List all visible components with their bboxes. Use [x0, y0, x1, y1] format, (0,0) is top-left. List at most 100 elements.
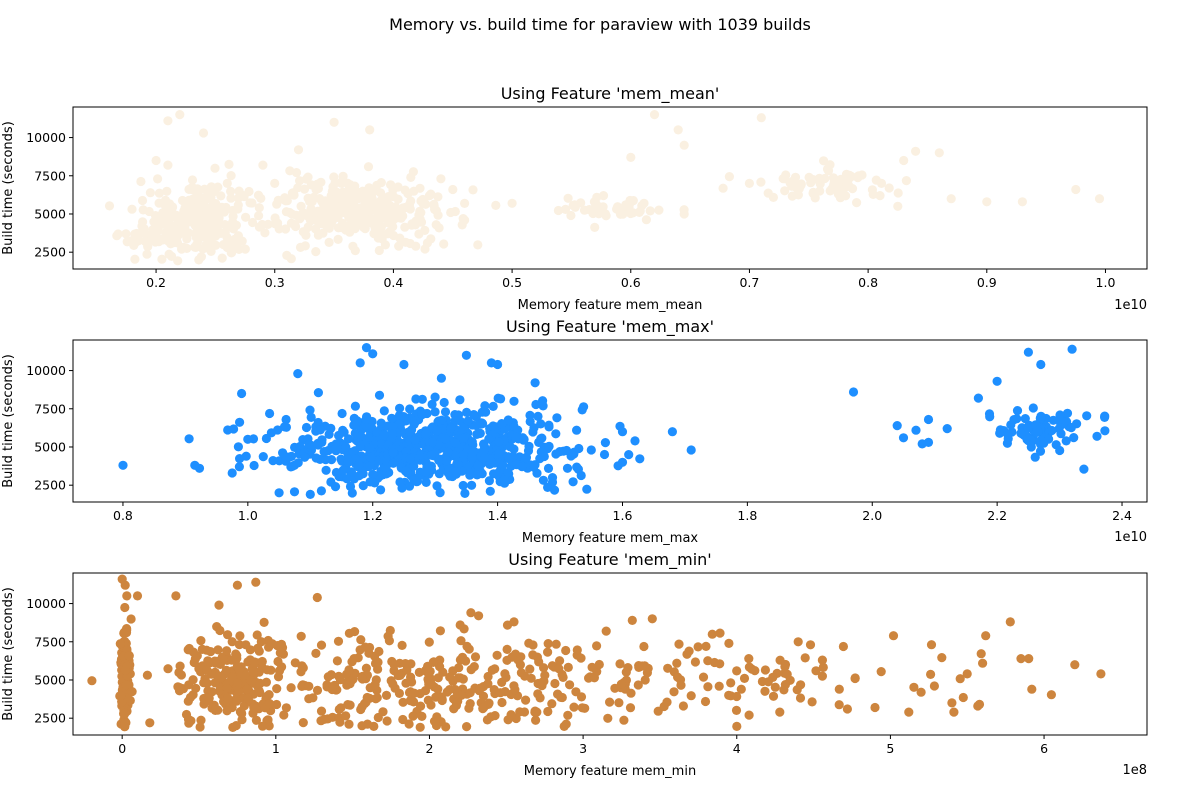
scatter-point	[432, 426, 442, 436]
scatter-point	[365, 477, 375, 487]
scatter-point	[329, 117, 339, 127]
scatter-point	[530, 707, 540, 717]
scatter-point	[817, 655, 828, 665]
scatter-point	[488, 421, 498, 431]
scatter-point	[354, 471, 364, 481]
scatter-point	[337, 408, 347, 419]
scatter-point	[451, 700, 461, 711]
scatter-point	[116, 691, 126, 701]
scatter-point	[436, 174, 446, 184]
scatter-point	[949, 707, 959, 717]
scatter-point	[1026, 442, 1036, 452]
scatter-point	[234, 186, 244, 196]
scatter-point	[480, 401, 490, 411]
scatter-point	[876, 667, 886, 677]
scatter-point	[634, 207, 644, 217]
scatter-point	[312, 592, 322, 603]
scatter-point	[1054, 414, 1064, 424]
scatter-point	[834, 684, 844, 694]
scatter-point	[268, 456, 278, 466]
scatter-point	[466, 608, 476, 618]
scatter-point	[618, 209, 628, 219]
scatter-point	[1023, 423, 1033, 433]
scatter-point	[491, 200, 501, 210]
scatter-point	[377, 201, 387, 211]
scatter-point	[173, 682, 183, 692]
scatter-point	[327, 684, 337, 695]
y-axis: 2500 5000 7500 10000	[26, 130, 73, 260]
scatter-point	[333, 636, 344, 646]
scatter-point	[428, 657, 438, 668]
scatter-point	[893, 188, 903, 198]
scatter-point	[834, 700, 844, 710]
scatter-point	[934, 148, 944, 158]
scatter-point	[243, 434, 253, 444]
scatter-point	[113, 229, 123, 239]
scatter-point	[876, 178, 887, 188]
panel-mem-min: Using Feature 'mem_min' 2500 5000 7500 1000…	[1, 550, 1148, 779]
scatter-point	[388, 458, 398, 468]
scatter-point	[547, 699, 557, 709]
scatter-point	[232, 580, 242, 590]
scatter-point	[592, 192, 602, 202]
scatter-point	[381, 690, 392, 701]
scatter-point	[223, 630, 233, 640]
scatter-point	[390, 202, 401, 212]
x-tick-label: 4	[733, 741, 741, 756]
scatter-point	[348, 447, 358, 457]
scatter-point	[346, 676, 356, 686]
scatter-point	[471, 420, 481, 431]
scatter-point	[828, 173, 839, 183]
scatter-point	[525, 664, 535, 674]
scatter-point	[623, 663, 633, 673]
panel-mem-mean: Using Feature 'mem_mean' 2500 5000 7500 100…	[1, 84, 1148, 313]
scatter-point	[649, 110, 660, 120]
scatter-point	[686, 445, 696, 455]
scatter-point	[372, 180, 382, 190]
scatter-point	[911, 146, 921, 156]
scatter-point	[234, 462, 244, 472]
scatter-point	[163, 116, 173, 126]
scatter-point	[506, 710, 516, 720]
scatter-point	[565, 680, 575, 690]
scatter-point	[213, 645, 223, 655]
x-axis-label: Memory feature mem_min	[524, 764, 696, 779]
scatter-point	[184, 434, 194, 444]
scatter-point	[161, 218, 171, 228]
scatter-point	[507, 652, 517, 662]
scatter-point	[531, 715, 541, 725]
scatter-point	[234, 665, 244, 675]
x-tick-label: 0.8	[858, 275, 878, 290]
scatter-point	[258, 160, 268, 170]
scatter-point	[285, 452, 295, 462]
scatter-point	[1028, 403, 1038, 413]
scatter-point	[1094, 194, 1105, 204]
scatter-point	[550, 678, 560, 689]
scatter-point	[497, 419, 507, 429]
scatter-point	[235, 631, 245, 641]
scatter-point	[430, 717, 440, 727]
scatter-point	[787, 191, 797, 201]
scatter-point	[349, 654, 359, 664]
scatter-point	[493, 449, 504, 459]
scatter-point	[195, 192, 205, 202]
scatter-point	[377, 234, 387, 244]
scatter-point	[484, 476, 494, 486]
scatter-point	[421, 199, 431, 209]
scatter-point	[750, 666, 760, 676]
scatter-point	[1096, 669, 1106, 679]
scatter-point	[298, 718, 308, 728]
scatter-point	[368, 349, 378, 359]
scatter-point	[330, 482, 341, 492]
scatter-point	[1036, 435, 1046, 446]
scatter-point	[427, 437, 437, 447]
scatter-point	[884, 183, 894, 193]
scatter-point	[974, 699, 985, 710]
scatter-point	[523, 446, 534, 456]
scatter-point	[328, 182, 338, 192]
scatter-point	[1056, 429, 1066, 439]
scatter-point	[515, 707, 525, 717]
x-tick-label: 0.8	[113, 508, 133, 523]
scatter-point	[196, 715, 206, 725]
scatter-point	[451, 467, 461, 477]
